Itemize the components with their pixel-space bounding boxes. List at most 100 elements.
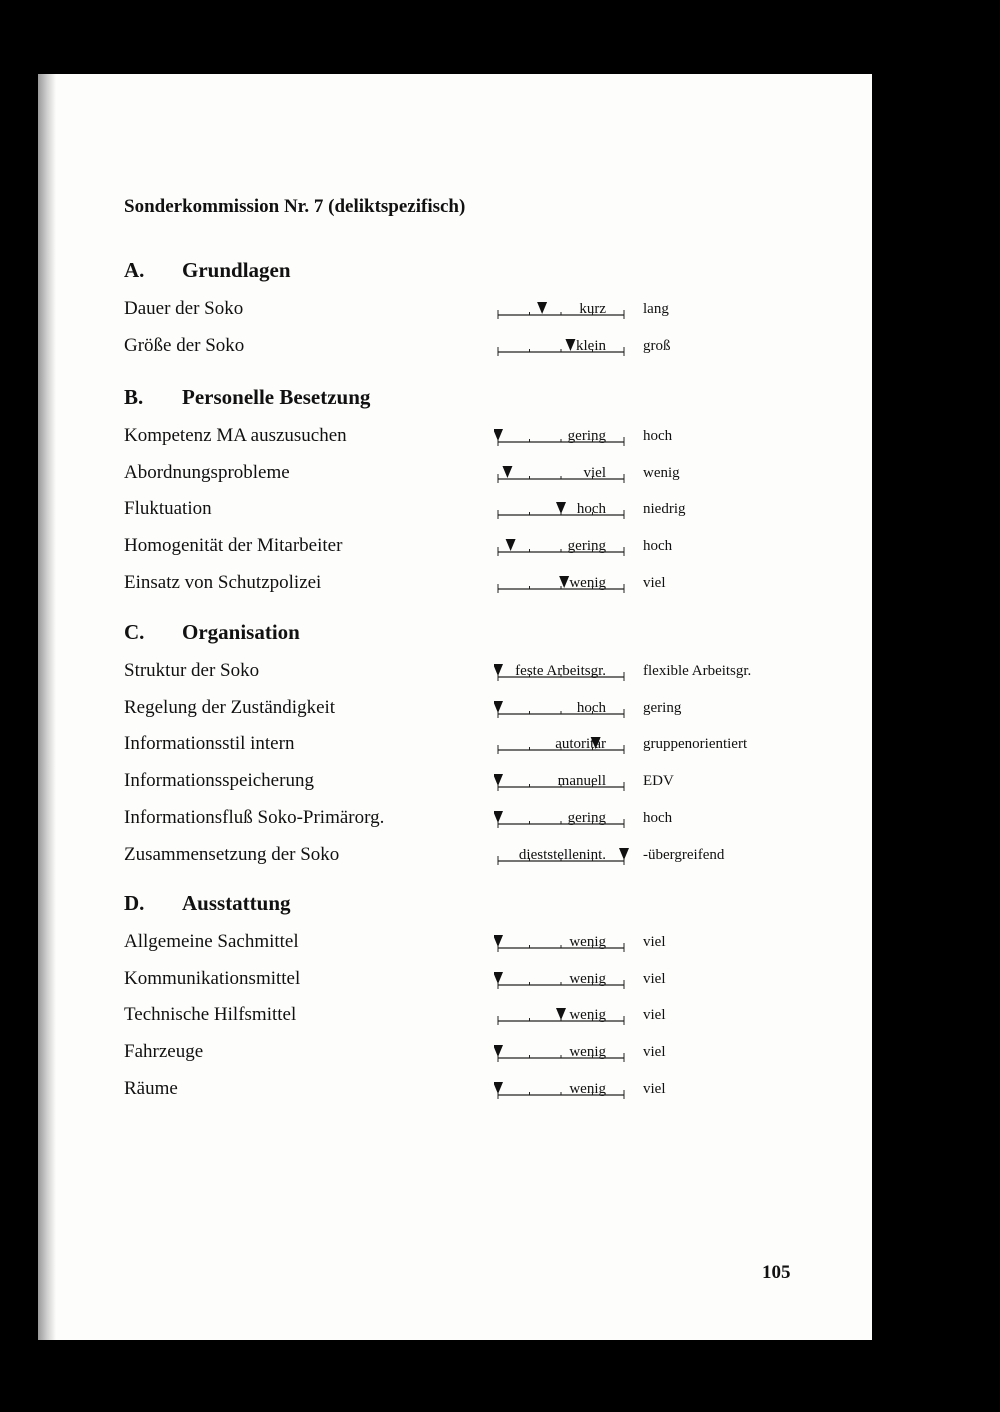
rating-marker-icon (494, 935, 503, 947)
rating-scale (497, 847, 629, 865)
criterion-label: Einsatz von Schutzpolizei (124, 571, 322, 593)
rating-scale (497, 502, 625, 520)
rating-scale (494, 935, 625, 952)
scale-high-label: hoch (643, 538, 673, 555)
rating-row: Einsatz von Schutzpolizei wenig viel (124, 572, 824, 596)
scale-low-label: wenig (569, 934, 606, 950)
page-title: Sonderkommission Nr. 7 (deliktspezifisch… (124, 196, 466, 217)
scale-low-label: hoch (576, 501, 606, 518)
scale-low-label: wenig (569, 1080, 606, 1097)
rating-marker-icon (494, 429, 503, 441)
page-number: 105 (762, 1262, 791, 1283)
scale-high-label: wenig (643, 464, 680, 481)
rating-scale (494, 971, 625, 989)
criterion-label: Homogenität der Mitarbeiter (124, 535, 343, 557)
scale-high-label: viel (643, 934, 666, 950)
criterion-label: Räume (124, 1077, 178, 1099)
scale-high-label: gruppenorientiert (643, 736, 748, 753)
criterion-label: Größe der Soko (124, 334, 245, 356)
criterion-label: Fahrzeuge (124, 1041, 204, 1063)
rating-row: Kommunikationsmittel wenig viel (124, 968, 824, 992)
page-binding-shadow (38, 74, 56, 1340)
scale-high-label: -übergreifend (643, 846, 725, 863)
criterion-label: Kommunikationsmittel (124, 967, 301, 989)
rating-scale (494, 1045, 625, 1063)
rating-marker-icon (494, 1081, 503, 1094)
section-heading: A. Grundlagen (124, 258, 291, 283)
criterion-label: Dauer der Soko (124, 298, 244, 319)
scale-high-label: hoch (643, 428, 673, 444)
rating-scale (497, 465, 625, 483)
section-heading: D. Ausstattung (124, 891, 291, 916)
rating-row: Zusammensetzung der Soko dieststellenint… (124, 844, 824, 868)
rating-row: Struktur der Soko feste Arbeitsgr. flexi… (124, 660, 824, 684)
scale-high-label: viel (643, 1044, 666, 1061)
criterion-label: Abordnungsprobleme (124, 461, 290, 483)
criterion-label: Informationsfluß Soko-Primärorg. (124, 806, 385, 828)
scale-high-label: niedrig (643, 501, 686, 518)
scale-high-label: flexible Arbeitsgr. (643, 663, 752, 679)
rating-scale (494, 774, 625, 792)
rating-marker-icon (556, 1008, 566, 1021)
scale-low-label: kurz (579, 301, 606, 317)
section-letter: B. (124, 385, 144, 409)
rating-marker-icon (590, 737, 601, 750)
scale-low-label: feste Arbeitsgr. (515, 663, 606, 679)
rating-scale (494, 429, 625, 446)
scale-low-label: klein (576, 337, 606, 354)
rating-row: Informationsfluß Soko-Primärorg. gering … (124, 807, 824, 831)
rating-row: Abordnungsprobleme viel wenig (124, 462, 824, 486)
criterion-label: Allgemeine Sachmittel (124, 931, 299, 952)
criterion-label: Zusammensetzung der Soko (124, 843, 340, 865)
section-heading: B. Personelle Besetzung (124, 385, 370, 410)
rating-marker-icon (494, 810, 503, 823)
scale-high-label: viel (643, 574, 666, 591)
scale-high-label: gering (643, 699, 682, 716)
scale-low-label: hoch (576, 699, 606, 716)
rating-row: Allgemeine Sachmittel wenig viel (124, 931, 824, 955)
scale-high-label: hoch (643, 809, 673, 826)
section-letter: D. (124, 891, 145, 915)
section-letter: C. (124, 620, 145, 644)
rating-row: Fluktuation hoch niedrig (124, 498, 824, 522)
scale-low-label: wenig (569, 1007, 606, 1024)
scale-low-label: gering (567, 428, 606, 444)
criterion-label: Technische Hilfsmittel (124, 1004, 297, 1026)
rating-marker-icon (494, 700, 503, 713)
scale-high-label: lang (643, 301, 669, 317)
rating-row: Kompetenz MA auszusuchen gering hoch (124, 425, 824, 449)
rating-marker-icon (494, 971, 503, 984)
rating-scale (497, 575, 625, 593)
rating-marker-icon (502, 465, 513, 478)
section-title: Personelle Besetzung (182, 385, 371, 409)
section-title: Organisation (182, 620, 300, 644)
rating-row: Größe der Soko klein groß (124, 335, 824, 359)
scale-low-label: wenig (569, 970, 606, 987)
rating-marker-icon (494, 664, 503, 676)
scale-low-label: gering (567, 538, 606, 555)
section-title: Ausstattung (182, 891, 291, 915)
scale-high-label: viel (643, 970, 666, 987)
rating-marker-icon (559, 575, 570, 588)
criterion-label: Informationsspeicherung (124, 770, 314, 792)
scale-high-label: EDV (643, 773, 674, 790)
criterion-label: Fluktuation (124, 498, 212, 520)
rating-row: Informationsspeicherung manuell EDV (124, 770, 824, 794)
criterion-label: Kompetenz MA auszusuchen (124, 425, 347, 446)
section-title: Grundlagen (182, 258, 291, 282)
scale-high-label: viel (643, 1080, 666, 1097)
rating-marker-icon (619, 847, 629, 860)
rating-scale (494, 700, 625, 718)
rating-scale (497, 539, 625, 557)
rating-marker-icon (494, 1045, 503, 1058)
rating-marker-icon (494, 774, 503, 787)
book-page (38, 74, 872, 1340)
rating-row: Informationsstil intern autoritär gruppe… (124, 733, 824, 757)
rating-scale (497, 1008, 625, 1026)
scale-low-label: wenig (569, 1044, 606, 1061)
rating-scale (497, 302, 625, 319)
criterion-label: Struktur der Soko (124, 660, 260, 681)
rating-scale (494, 810, 625, 828)
rating-marker-icon (537, 302, 548, 314)
scale-low-label: dieststellenint. (518, 846, 606, 863)
